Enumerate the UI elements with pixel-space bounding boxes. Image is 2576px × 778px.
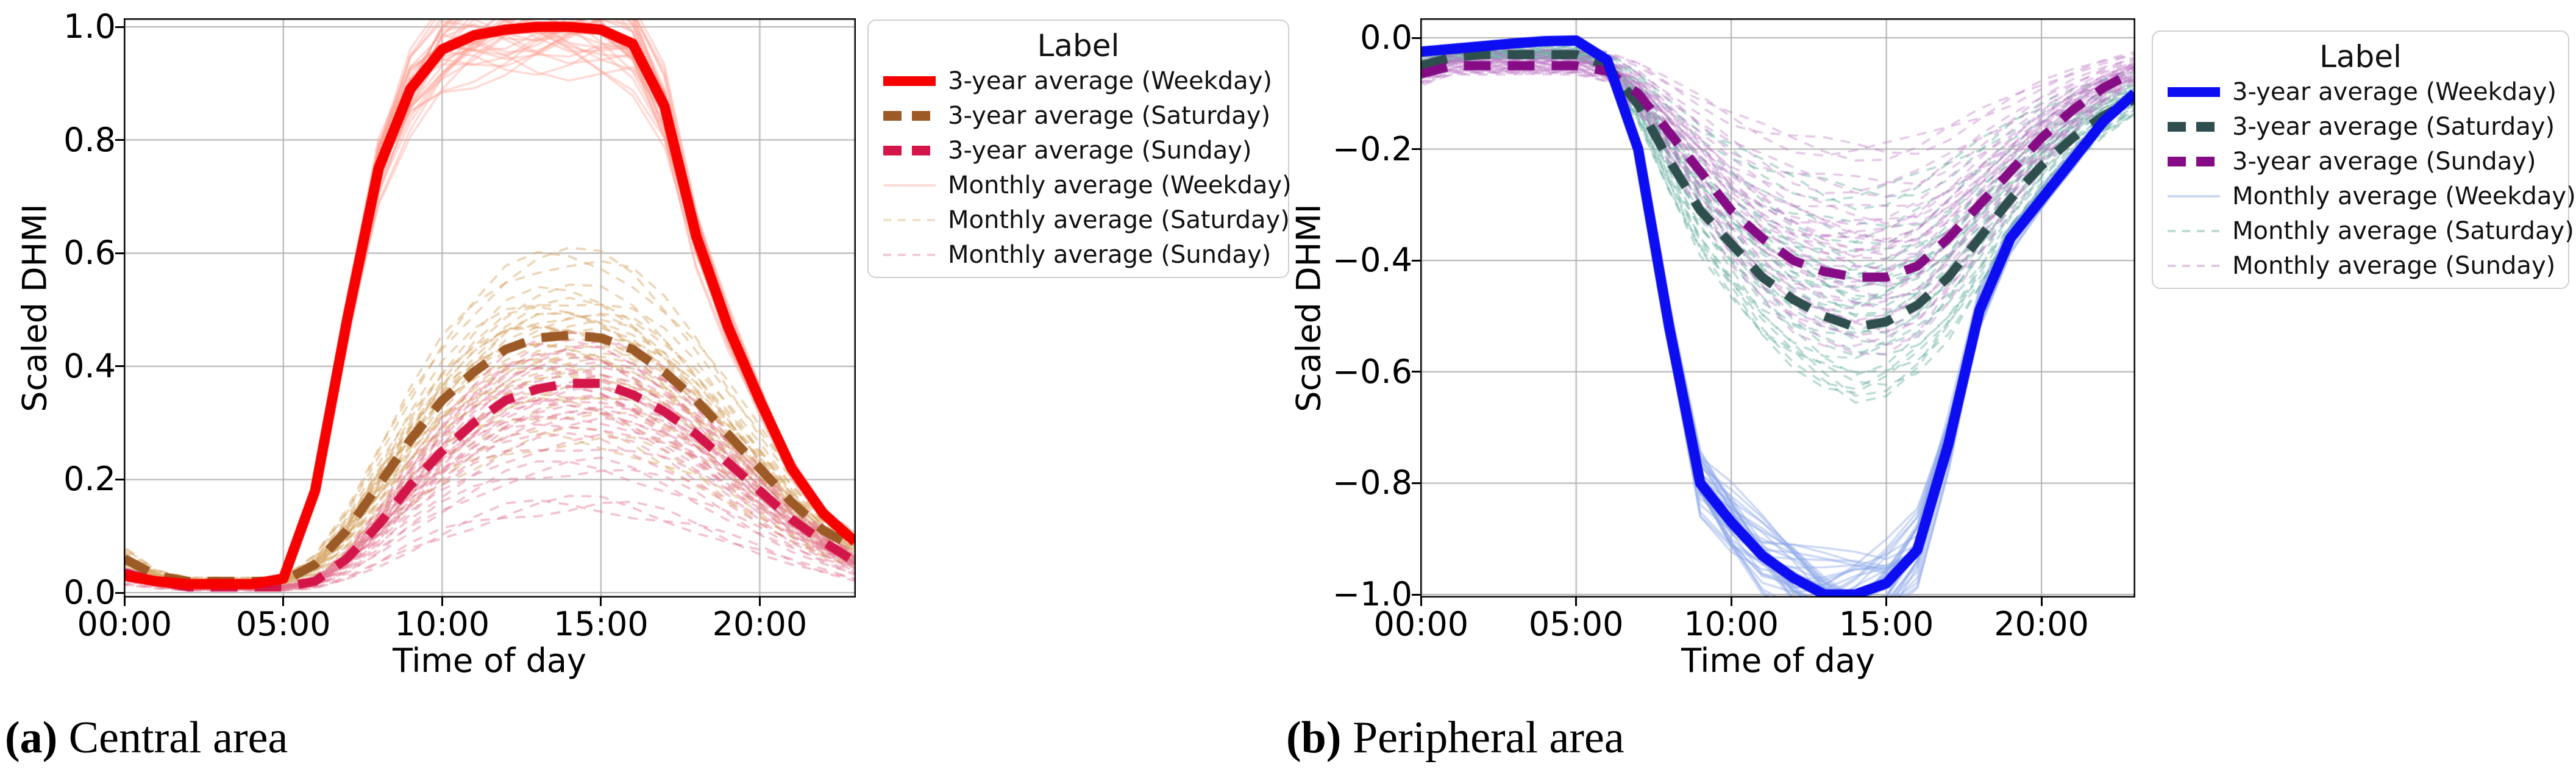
y-tick-mark: [1412, 148, 1420, 151]
legend-item-label: 3-year average (Saturday): [2232, 112, 2555, 141]
legend-item-label: 3-year average (Sunday): [2232, 147, 2536, 176]
caption-text-b: Peripheral area: [1352, 713, 1624, 763]
x-axis-label-central: Time of day: [393, 641, 586, 680]
legend-line-swatch: [883, 76, 936, 86]
legend-central: Label 3-year average (Weekday) 3-year ave…: [867, 20, 1292, 278]
y-tick-label: 0.8: [63, 120, 116, 159]
legend-item-label: 3-year average (Weekday): [948, 66, 1272, 95]
x-tick-label: 15:00: [553, 605, 649, 643]
legend-line-swatch: [883, 253, 936, 256]
y-tick-label: −0.2: [1332, 129, 1412, 168]
y-tick-mark: [1412, 482, 1420, 484]
x-tick-mark: [600, 598, 602, 606]
y-tick-label: −1.0: [1332, 575, 1412, 613]
legend-line-swatch: [883, 218, 936, 221]
plot-area-central: [124, 18, 856, 598]
x-tick-mark: [1575, 598, 1578, 606]
y-tick-label: 0.6: [63, 234, 116, 273]
x-tick-label: 00:00: [77, 605, 173, 643]
x-tick-label: 00:00: [1373, 605, 1469, 643]
x-axis-label-peripheral: Time of day: [1681, 641, 1875, 680]
legend-item: 3-year average (Saturday): [2153, 109, 2568, 144]
y-tick-label: 0.0: [63, 573, 116, 612]
legend-title-peripheral: Label: [2319, 39, 2402, 74]
plot-area-peripheral: [1420, 18, 2135, 598]
legend-item-label: Monthly average (Saturday): [948, 205, 1290, 234]
legend-title-central: Label: [1037, 28, 1120, 63]
legend-line-swatch: [883, 110, 936, 121]
x-tick-mark: [758, 598, 761, 606]
legend-item: Monthly average (Saturday): [2153, 213, 2574, 248]
x-tick-label: 10:00: [1684, 605, 1779, 643]
y-tick-label: −0.6: [1332, 352, 1412, 391]
legend-item-label: Monthly average (Weekday): [948, 171, 1292, 199]
y-tick-label: 0.2: [63, 460, 116, 499]
y-tick-mark: [1412, 593, 1420, 596]
y-tick-label: 1.0: [63, 7, 116, 46]
x-tick-label: 20:00: [1994, 605, 2089, 643]
legend-item: Monthly average (Weekday): [869, 168, 1292, 202]
x-tick-label: 05:00: [235, 605, 331, 643]
x-tick-mark: [1420, 598, 1422, 606]
x-tick-mark: [1730, 598, 1732, 606]
y-tick-label: 0.0: [1360, 18, 1412, 57]
x-tick-label: 05:00: [1528, 605, 1624, 643]
legend-peripheral: Label 3-year average (Weekday) 3-year ave…: [2152, 30, 2576, 289]
legend-item: Monthly average (Weekday): [2153, 179, 2576, 213]
legend-item-label: Monthly average (Saturday): [2232, 216, 2574, 245]
x-tick-mark: [441, 598, 443, 606]
y-tick-label: −0.8: [1332, 463, 1412, 502]
y-tick-label: −0.4: [1332, 241, 1412, 280]
legend-item: Monthly average (Saturday): [869, 202, 1290, 237]
legend-item-label: Monthly average (Weekday): [2232, 182, 2576, 210]
legend-line-swatch: [2168, 194, 2220, 198]
legend-item-label: 3-year average (Weekday): [2232, 77, 2556, 106]
x-tick-label: 10:00: [394, 605, 490, 643]
caption-peripheral: (b) Peripheral area: [1286, 712, 1624, 764]
legend-item: 3-year average (Weekday): [2153, 74, 2568, 109]
legend-line-swatch: [2168, 156, 2220, 166]
legend-item-label: 3-year average (Sunday): [948, 136, 1252, 165]
x-tick-mark: [282, 598, 285, 606]
y-tick-mark: [115, 139, 124, 141]
x-tick-mark: [1885, 598, 1888, 606]
y-tick-mark: [115, 365, 124, 368]
x-tick-mark: [2040, 598, 2043, 606]
caption-text-a: Central area: [68, 713, 288, 763]
x-tick-mark: [123, 598, 126, 606]
legend-item-label: 3-year average (Saturday): [948, 101, 1271, 130]
y-tick-label: 0.4: [63, 346, 116, 385]
legend-line-swatch: [2168, 264, 2220, 267]
legend-item: 3-year average (Weekday): [869, 63, 1288, 98]
legend-line-swatch: [2168, 87, 2220, 97]
y-tick-mark: [115, 591, 124, 594]
legend-item: Monthly average (Sunday): [869, 237, 1288, 272]
y-tick-mark: [1412, 259, 1420, 262]
legend-item-label: Monthly average (Sunday): [948, 240, 1272, 269]
x-tick-label: 20:00: [712, 605, 808, 643]
legend-line-swatch: [2168, 121, 2220, 132]
legend-line-swatch: [883, 145, 936, 155]
caption-label-b: (b): [1286, 713, 1342, 763]
caption-label-a: (a): [5, 713, 58, 763]
caption-central: (a) Central area: [5, 712, 288, 764]
y-tick-mark: [115, 478, 124, 480]
legend-line-swatch: [883, 184, 936, 187]
y-tick-mark: [1412, 37, 1420, 39]
x-tick-label: 15:00: [1838, 605, 1934, 643]
y-tick-mark: [115, 26, 124, 28]
legend-item: 3-year average (Sunday): [2153, 144, 2568, 179]
legend-item-label: Monthly average (Sunday): [2232, 251, 2556, 280]
legend-line-swatch: [2168, 229, 2220, 232]
legend-item: 3-year average (Saturday): [869, 98, 1288, 133]
y-tick-mark: [1412, 371, 1420, 373]
y-tick-mark: [115, 252, 124, 254]
legend-item: Monthly average (Sunday): [2153, 248, 2568, 283]
legend-item: 3-year average (Sunday): [869, 133, 1288, 168]
